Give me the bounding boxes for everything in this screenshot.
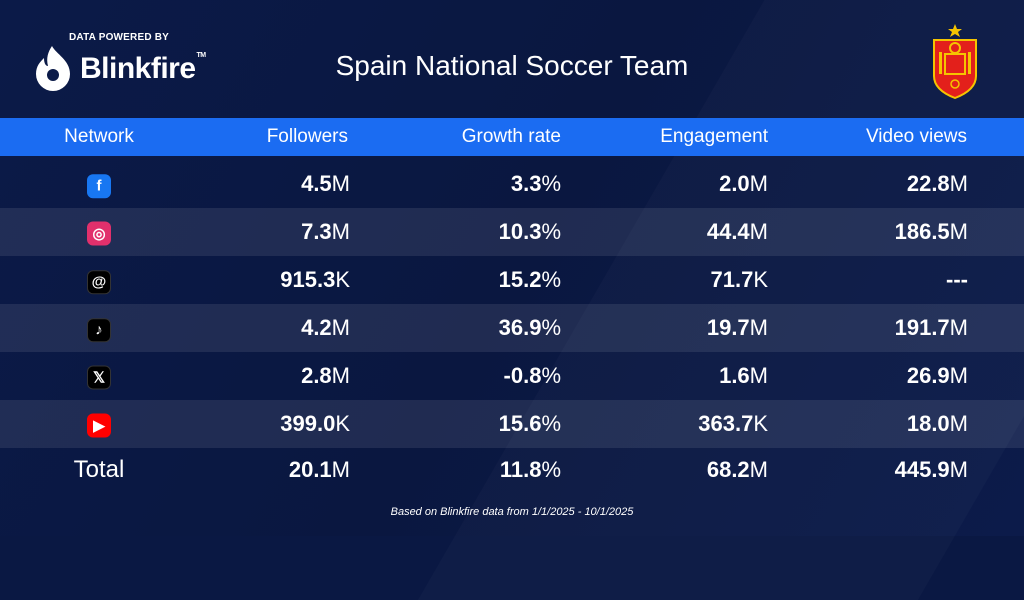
table-row: ◎ 7.3M 10.3% 44.4M 186.5M	[0, 208, 1024, 256]
followers-cell: 915.3K	[280, 267, 350, 292]
engagement-cell: 19.7M	[706, 315, 768, 340]
video-views-cell: ---	[946, 267, 968, 292]
video-views-cell: 26.9M	[906, 363, 968, 388]
spain-crest-icon	[933, 24, 977, 100]
threads-icon: @	[87, 269, 111, 294]
column-header-growth-rate: Growth rate	[461, 126, 561, 147]
x-icon: 𝕏	[87, 365, 111, 390]
blinkfire-logo: BlinkfireTM	[34, 46, 206, 92]
column-header-followers: Followers	[266, 126, 348, 147]
network-cell: ♪	[0, 314, 198, 342]
table-header: Network Followers Growth rate Engagement…	[0, 118, 1024, 156]
page-title: Spain National Soccer Team	[335, 50, 689, 81]
background	[0, 0, 1024, 536]
total-label: Total	[73, 456, 125, 483]
table-row: ▶ 399.0K 15.6% 363.7K 18.0M	[0, 400, 1024, 448]
video-views-cell: 18.0M	[906, 411, 968, 436]
followers-cell: 4.2M	[301, 315, 350, 340]
table-row: 𝕏 2.8M -0.8% 1.6M 26.9M	[0, 352, 1024, 400]
column-header-video-views: Video views	[865, 126, 967, 147]
growth-rate-cell: 36.9%	[498, 315, 561, 340]
network-cell: 𝕏	[0, 363, 198, 390]
engagement-cell: 2.0M	[719, 171, 768, 196]
video-views-cell: 191.7M	[894, 315, 968, 340]
tiktok-icon: ♪	[87, 317, 111, 342]
network-cell: f	[0, 170, 198, 198]
engagement-cell: 71.7K	[710, 267, 768, 292]
footer-note: Based on Blinkfire data from 1/1/2025 - …	[390, 506, 634, 518]
video-views-cell: 22.8M	[906, 171, 968, 196]
followers-cell: 4.5M	[301, 171, 350, 196]
instagram-icon: ◎	[87, 221, 111, 246]
flame-icon	[36, 46, 70, 91]
column-header-engagement: Engagement	[660, 126, 768, 147]
engagement-cell: 44.4M	[706, 219, 768, 244]
followers-cell: 7.3M	[301, 219, 350, 244]
total-engagement: 68.2M	[706, 457, 768, 482]
total-followers: 20.1M	[288, 457, 350, 482]
growth-rate-cell: 15.6%	[498, 411, 561, 436]
growth-rate-cell: -0.8%	[503, 363, 561, 388]
growth-rate-cell: 10.3%	[498, 219, 561, 244]
growth-rate-cell: 15.2%	[498, 267, 561, 292]
followers-cell: 2.8M	[301, 363, 350, 388]
engagement-cell: 363.7K	[698, 411, 768, 436]
youtube-icon: ▶	[87, 413, 111, 438]
total-growth: 11.8%	[499, 457, 561, 482]
network-cell: ▶	[0, 411, 198, 438]
network-cell: ◎	[0, 219, 198, 246]
network-cell: @	[0, 266, 198, 294]
engagement-cell: 1.6M	[719, 363, 768, 388]
column-header-network: Network	[64, 126, 134, 147]
powered-by-label: DATA POWERED BY	[69, 32, 170, 43]
followers-cell: 399.0K	[280, 411, 350, 436]
table-row: @915.3K 15.2% 71.7K ---	[0, 256, 1024, 304]
growth-rate-cell: 3.3%	[510, 171, 561, 196]
blinkfire-wordmark: BlinkfireTM	[80, 52, 206, 85]
table-row: ♪ 4.2M 36.9% 19.7M 191.7M	[0, 304, 1024, 352]
total-row: Total 20.1M 11.8% 68.2M 445.9M	[0, 446, 1024, 494]
total-video-views: 445.9M	[894, 457, 968, 482]
table-row: f 4.5M 3.3% 2.0M 22.8M	[0, 160, 1024, 208]
facebook-icon: f	[87, 173, 111, 198]
video-views-cell: 186.5M	[894, 219, 968, 244]
